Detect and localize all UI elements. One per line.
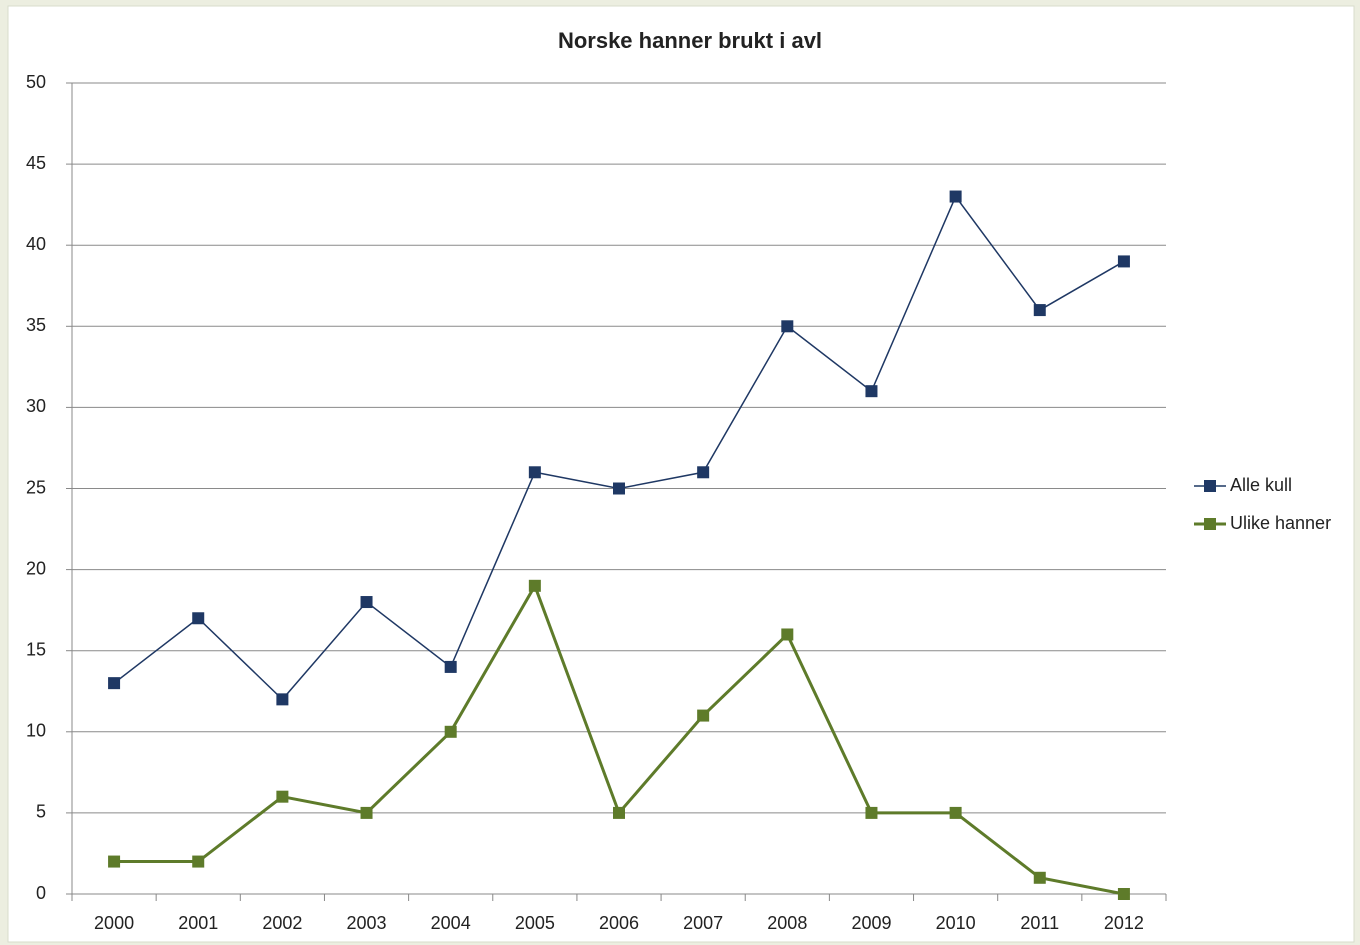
series-marker <box>781 320 794 333</box>
series-marker <box>1117 888 1130 900</box>
series-marker <box>865 806 878 819</box>
legend-marker <box>1204 480 1216 492</box>
series-marker <box>108 855 121 868</box>
x-tick-label: 2008 <box>767 913 807 933</box>
x-tick-label: 2010 <box>936 913 976 933</box>
series-marker <box>444 660 457 673</box>
series-marker <box>444 725 457 738</box>
x-tick-label: 2002 <box>262 913 302 933</box>
series-marker <box>781 628 794 641</box>
series-marker <box>192 855 205 868</box>
series-marker <box>360 806 373 819</box>
series-marker <box>276 693 289 706</box>
y-tick-label: 40 <box>26 234 46 254</box>
y-tick-label: 50 <box>26 72 46 92</box>
series-marker <box>108 677 121 690</box>
y-tick-label: 10 <box>26 721 46 741</box>
series-marker <box>697 709 710 722</box>
x-tick-label: 2011 <box>1020 913 1059 933</box>
x-tick-label: 2003 <box>347 913 387 933</box>
series-marker <box>1033 871 1046 884</box>
x-tick-label: 2007 <box>683 913 723 933</box>
y-tick-label: 0 <box>36 883 46 903</box>
y-tick-label: 5 <box>36 802 46 822</box>
y-tick-label: 20 <box>26 558 46 578</box>
x-tick-label: 2004 <box>431 913 471 933</box>
series-marker <box>528 579 541 592</box>
y-tick-label: 30 <box>26 396 46 416</box>
y-tick-label: 45 <box>26 153 46 173</box>
legend-label: Alle kull <box>1230 475 1292 495</box>
series-marker <box>865 385 878 398</box>
series-marker <box>192 612 205 625</box>
chart-title: Norske hanner brukt i avl <box>558 28 822 53</box>
y-tick-label: 35 <box>26 315 46 335</box>
x-tick-label: 2012 <box>1104 913 1144 933</box>
series-marker <box>360 596 373 609</box>
legend-label: Ulike hanner <box>1230 513 1331 533</box>
x-tick-label: 2001 <box>178 913 218 933</box>
series-marker <box>276 790 289 803</box>
chart-background <box>7 5 1355 943</box>
series-marker <box>1033 304 1046 317</box>
legend-marker <box>1204 518 1216 530</box>
series-marker <box>697 466 710 479</box>
series-marker <box>613 482 625 495</box>
x-tick-label: 2006 <box>599 913 639 933</box>
y-tick-label: 15 <box>26 639 46 659</box>
series-marker <box>528 466 541 479</box>
x-tick-label: 2009 <box>851 913 891 933</box>
series-marker <box>949 190 962 203</box>
series-marker <box>1117 255 1130 268</box>
series-marker <box>613 806 625 819</box>
y-tick-label: 25 <box>26 477 46 497</box>
series-marker <box>949 806 962 819</box>
x-tick-label: 2000 <box>94 913 134 933</box>
x-tick-label: 2005 <box>515 913 555 933</box>
